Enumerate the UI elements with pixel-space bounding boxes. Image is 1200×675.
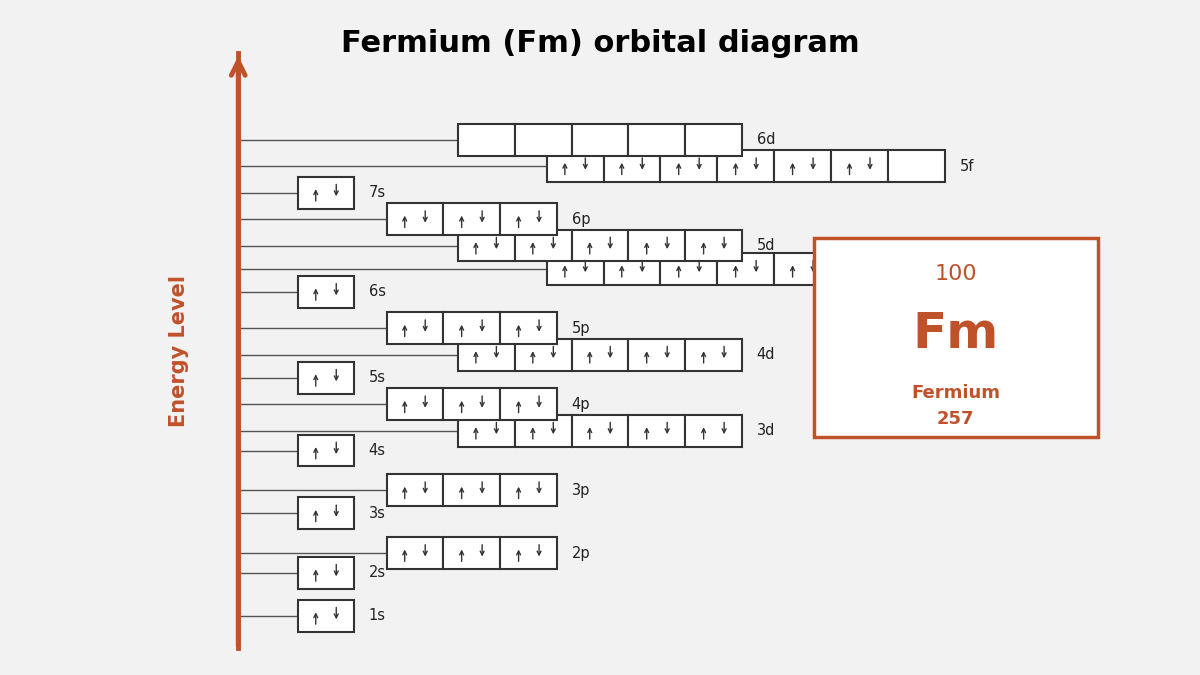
- FancyBboxPatch shape: [457, 339, 515, 371]
- Text: 2s: 2s: [368, 566, 386, 580]
- FancyBboxPatch shape: [386, 203, 444, 235]
- FancyBboxPatch shape: [457, 415, 515, 447]
- FancyBboxPatch shape: [457, 230, 515, 261]
- FancyBboxPatch shape: [500, 475, 557, 506]
- FancyBboxPatch shape: [832, 253, 888, 285]
- FancyBboxPatch shape: [386, 313, 444, 344]
- FancyBboxPatch shape: [685, 415, 743, 447]
- FancyBboxPatch shape: [298, 497, 354, 529]
- FancyBboxPatch shape: [386, 475, 444, 506]
- FancyBboxPatch shape: [298, 276, 354, 308]
- Text: 2p: 2p: [571, 545, 590, 560]
- FancyBboxPatch shape: [629, 230, 685, 261]
- FancyBboxPatch shape: [571, 415, 629, 447]
- Text: 4f: 4f: [959, 261, 973, 276]
- FancyBboxPatch shape: [604, 253, 660, 285]
- Text: 5d: 5d: [756, 238, 775, 253]
- FancyBboxPatch shape: [515, 230, 571, 261]
- FancyBboxPatch shape: [571, 339, 629, 371]
- Text: 3s: 3s: [368, 506, 385, 521]
- Text: 5f: 5f: [959, 159, 973, 173]
- Text: Fm: Fm: [913, 310, 1000, 358]
- FancyBboxPatch shape: [571, 230, 629, 261]
- FancyBboxPatch shape: [500, 313, 557, 344]
- FancyBboxPatch shape: [444, 537, 500, 569]
- FancyBboxPatch shape: [298, 600, 354, 632]
- Text: Energy Level: Energy Level: [169, 275, 188, 427]
- FancyBboxPatch shape: [298, 177, 354, 209]
- FancyBboxPatch shape: [888, 151, 946, 182]
- FancyBboxPatch shape: [629, 124, 685, 156]
- FancyBboxPatch shape: [888, 253, 946, 285]
- FancyBboxPatch shape: [571, 124, 629, 156]
- Text: 1s: 1s: [368, 608, 385, 623]
- FancyBboxPatch shape: [515, 124, 571, 156]
- FancyBboxPatch shape: [629, 415, 685, 447]
- FancyBboxPatch shape: [444, 388, 500, 420]
- Text: 257: 257: [937, 410, 974, 428]
- Text: 6d: 6d: [756, 132, 775, 147]
- FancyBboxPatch shape: [298, 362, 354, 394]
- Text: 100: 100: [935, 264, 977, 284]
- FancyBboxPatch shape: [298, 435, 354, 466]
- FancyBboxPatch shape: [774, 151, 832, 182]
- Text: Fermium (Fm) orbital diagram: Fermium (Fm) orbital diagram: [341, 29, 859, 58]
- FancyBboxPatch shape: [547, 151, 604, 182]
- Text: Fermium: Fermium: [911, 384, 1001, 402]
- Text: 6p: 6p: [571, 212, 590, 227]
- FancyBboxPatch shape: [660, 151, 718, 182]
- Text: 5p: 5p: [571, 321, 590, 335]
- Text: 3p: 3p: [571, 483, 590, 497]
- FancyBboxPatch shape: [685, 230, 743, 261]
- FancyBboxPatch shape: [386, 537, 444, 569]
- FancyBboxPatch shape: [629, 339, 685, 371]
- FancyBboxPatch shape: [386, 388, 444, 420]
- FancyBboxPatch shape: [444, 203, 500, 235]
- FancyBboxPatch shape: [604, 151, 660, 182]
- FancyBboxPatch shape: [685, 124, 743, 156]
- FancyBboxPatch shape: [718, 151, 774, 182]
- FancyBboxPatch shape: [444, 475, 500, 506]
- FancyBboxPatch shape: [515, 339, 571, 371]
- FancyBboxPatch shape: [298, 557, 354, 589]
- FancyBboxPatch shape: [515, 415, 571, 447]
- FancyBboxPatch shape: [774, 253, 832, 285]
- Text: 3d: 3d: [756, 423, 775, 438]
- FancyBboxPatch shape: [444, 313, 500, 344]
- FancyBboxPatch shape: [547, 253, 604, 285]
- FancyBboxPatch shape: [500, 203, 557, 235]
- FancyBboxPatch shape: [457, 124, 515, 156]
- Text: 5s: 5s: [368, 371, 385, 385]
- FancyBboxPatch shape: [500, 388, 557, 420]
- FancyBboxPatch shape: [814, 238, 1098, 437]
- FancyBboxPatch shape: [685, 339, 743, 371]
- Text: 4p: 4p: [571, 397, 590, 412]
- FancyBboxPatch shape: [660, 253, 718, 285]
- Text: 4d: 4d: [756, 347, 775, 362]
- Text: 6s: 6s: [368, 284, 385, 300]
- FancyBboxPatch shape: [500, 537, 557, 569]
- Text: 7s: 7s: [368, 185, 386, 200]
- FancyBboxPatch shape: [832, 151, 888, 182]
- FancyBboxPatch shape: [718, 253, 774, 285]
- Text: 4s: 4s: [368, 443, 385, 458]
